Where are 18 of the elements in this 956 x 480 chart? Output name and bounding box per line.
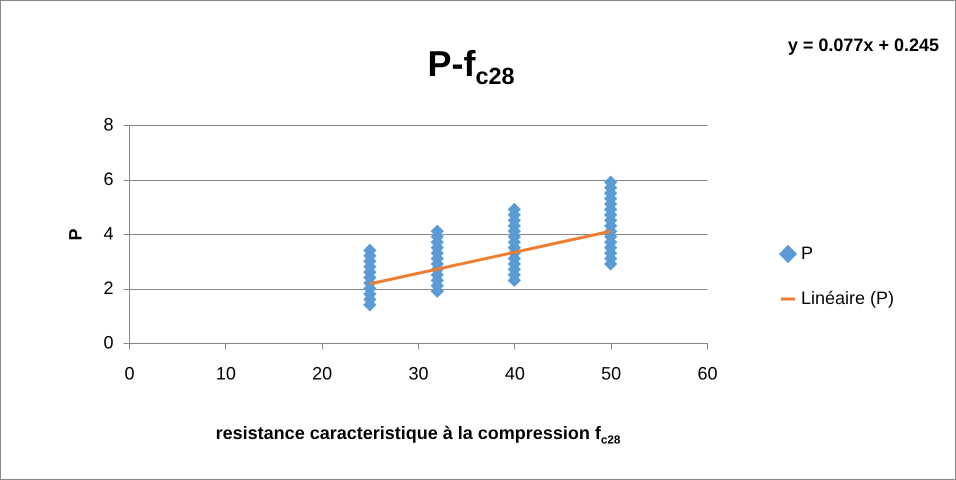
y-tick-label: 6	[103, 169, 114, 189]
x-axis-title: resistance caracteristique à la compression f$_{c28}$	[214, 423, 622, 447]
x-tick-label: 10	[216, 364, 236, 384]
x-tick-label: 30	[408, 364, 429, 384]
x-tick-label: 20	[312, 364, 332, 384]
x-tick-label: 40	[504, 364, 525, 384]
y-axis-title: P	[65, 228, 86, 241]
x-tick-label: 0	[124, 364, 135, 384]
y-tick-label: 8	[103, 114, 114, 134]
y-tick-label: 2	[103, 278, 114, 298]
text: y = 0.077x + 0.245	[788, 35, 939, 56]
chart-title: P-f$_{c28}$	[427, 43, 515, 90]
y-tick-label: 0	[103, 332, 114, 352]
legend-label: Linéaire (P)	[801, 288, 894, 308]
y-tick-label: 4	[103, 224, 114, 244]
x-tick-label: 60	[697, 364, 718, 384]
legend-label: P	[801, 243, 814, 263]
x-tick-label: 50	[601, 364, 622, 384]
